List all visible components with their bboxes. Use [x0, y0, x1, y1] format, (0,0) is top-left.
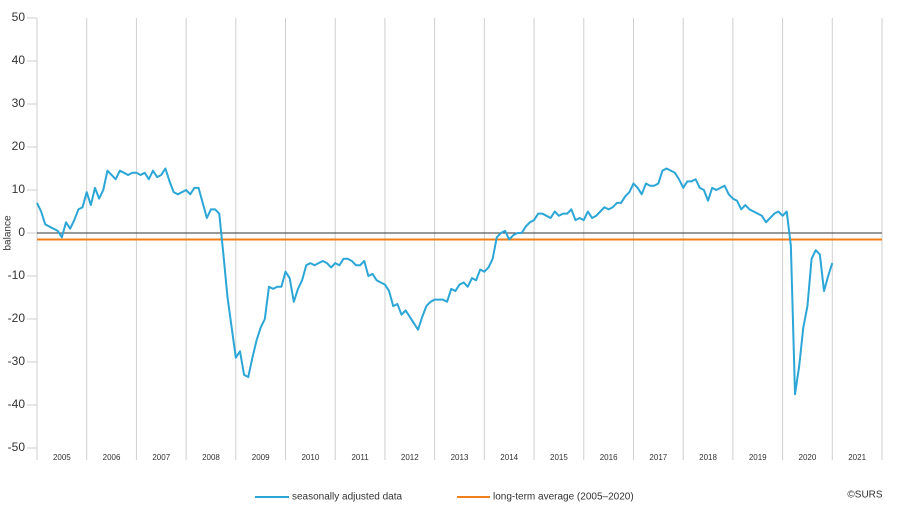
data-line: [36, 167, 834, 396]
y-tick-label: -20: [8, 311, 26, 325]
x-tick-label: 2019: [749, 453, 767, 462]
y-axis-label: balance: [3, 215, 14, 250]
x-tick-label: 2005: [53, 453, 71, 462]
x-tick-label: 2012: [401, 453, 419, 462]
x-tick-label: 2016: [600, 453, 618, 462]
x-tick-label: 2015: [550, 453, 568, 462]
x-tick-label: 2008: [202, 453, 220, 462]
x-tick-label: 2014: [500, 453, 518, 462]
y-tick-label: 10: [12, 182, 26, 196]
y-tick-label: -10: [8, 268, 26, 282]
y-tick-label: -40: [8, 397, 26, 411]
legend-label: long-term average (2005–2020): [493, 492, 634, 503]
x-tick-label: 2017: [649, 453, 667, 462]
x-tick-label: 2013: [451, 453, 469, 462]
y-tick-label: 0: [18, 225, 25, 239]
y-tick-label: 50: [12, 10, 26, 24]
x-tick-label: 2011: [351, 453, 369, 462]
y-tick-label: -30: [8, 354, 26, 368]
x-tick-label: 2009: [252, 453, 270, 462]
y-tick-label: 40: [12, 53, 26, 67]
x-tick-label: 2018: [699, 453, 717, 462]
legend-label: seasonally adjusted data: [292, 492, 403, 503]
x-tick-label: 2010: [301, 453, 319, 462]
legend: seasonally adjusted data long-term avera…: [255, 492, 634, 503]
x-tick-label: 2020: [799, 453, 817, 462]
x-tick-label: 2007: [152, 453, 170, 462]
x-tick-label: 2006: [103, 453, 121, 462]
credit: ©SURS: [847, 490, 882, 501]
y-tick-label: -50: [8, 440, 26, 454]
y-tick-label: 30: [12, 96, 26, 110]
x-tick-label: 2021: [848, 453, 866, 462]
y-tick-label: 20: [12, 139, 26, 153]
